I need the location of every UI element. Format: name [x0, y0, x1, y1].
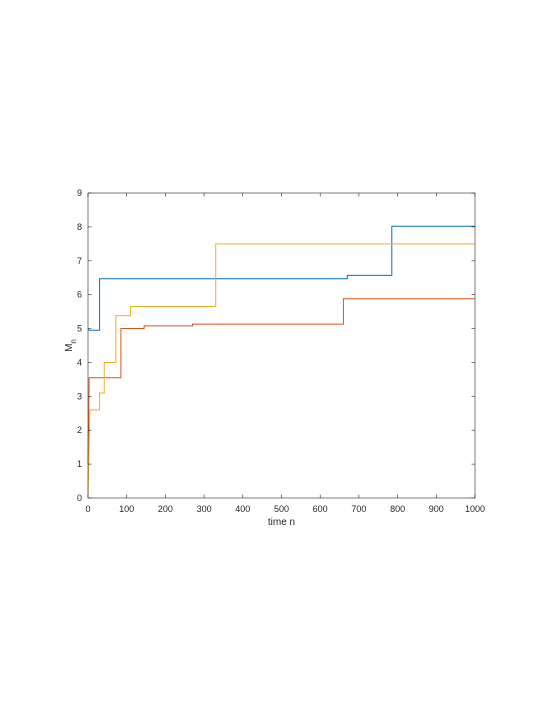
series-layer	[87, 225, 475, 495]
series-line-2	[87, 298, 475, 465]
y-tick-label: 5	[77, 324, 82, 334]
x-tick-label: 600	[313, 504, 328, 514]
y-tick-label: 1	[77, 459, 82, 469]
svg-text:Mn: Mn	[64, 339, 78, 352]
x-tick-label: 700	[351, 504, 366, 514]
x-tick-label: 100	[119, 504, 134, 514]
x-tick-label: 0	[85, 504, 90, 514]
plot-area	[88, 193, 475, 498]
y-tick-label: 8	[77, 222, 82, 232]
y-axis-label-subscript: n	[69, 339, 78, 343]
series-line-1	[87, 225, 475, 331]
series-line-3	[87, 243, 475, 495]
x-tick-label: 900	[429, 504, 444, 514]
y-axis-label: M	[64, 344, 75, 352]
x-axis-label: time n	[268, 517, 295, 528]
y-tick-label: 7	[77, 256, 82, 266]
y-tick-label: 4	[77, 357, 82, 367]
y-axis-ticks: 0 1 2 3 4 5 6 7 8 9	[77, 188, 475, 503]
y-tick-label: 2	[77, 425, 82, 435]
y-tick-label: 9	[77, 188, 82, 198]
x-tick-label: 1000	[465, 504, 485, 514]
y-tick-label: 3	[77, 391, 82, 401]
x-tick-label: 400	[235, 504, 250, 514]
x-axis-ticks: 0 100 200 300 400 500 600 700 800 900 1000	[85, 193, 485, 514]
y-axis-label-group: Mn	[64, 339, 78, 352]
y-tick-label: 0	[77, 493, 82, 503]
x-tick-label: 200	[158, 504, 173, 514]
x-tick-label: 500	[274, 504, 289, 514]
x-tick-label: 800	[390, 504, 405, 514]
x-tick-label: 300	[197, 504, 212, 514]
y-tick-label: 6	[77, 290, 82, 300]
